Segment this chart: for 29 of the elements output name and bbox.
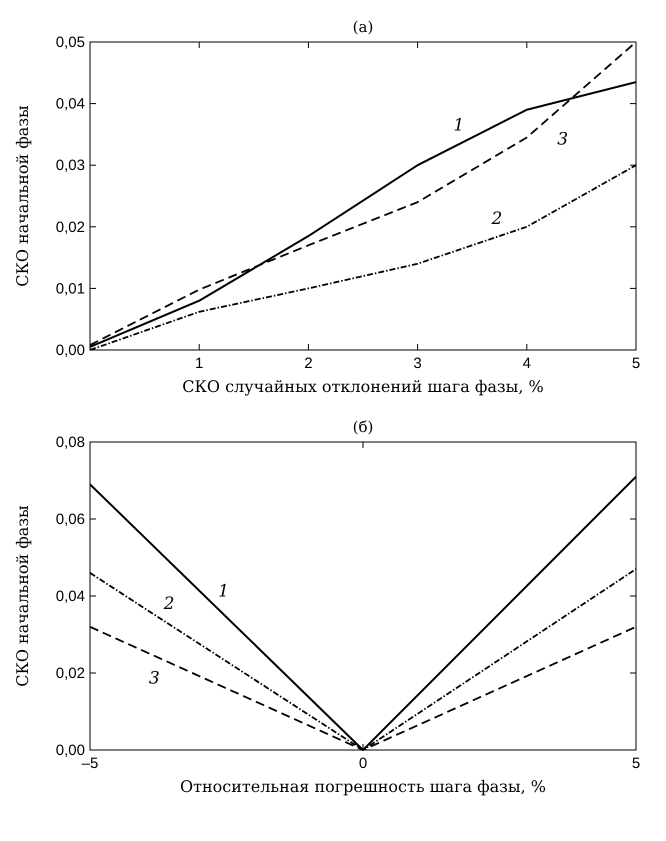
series-label: 1 <box>453 115 464 136</box>
y-tick-label: 0,04 <box>56 588 85 605</box>
y-axis-title: СКО начальной фазы <box>13 104 32 287</box>
series-label: 1 <box>218 582 229 602</box>
series-label: 2 <box>490 209 502 230</box>
x-tick-label: 3 <box>413 355 422 372</box>
y-tick-label: 0,00 <box>56 342 85 359</box>
y-tick-label: 0,05 <box>56 34 85 51</box>
chart-title: (б) <box>352 418 374 436</box>
chart-title: (а) <box>352 18 374 36</box>
series-label: 2 <box>162 594 174 614</box>
y-tick-label: 0,03 <box>56 157 85 174</box>
series-label: 3 <box>148 668 160 689</box>
x-axis-title: Относительная погрешность шага фазы, % <box>180 777 546 796</box>
x-tick-label: 5 <box>632 755 640 772</box>
y-tick-label: 0,06 <box>56 511 85 528</box>
y-tick-label: 0,02 <box>56 665 85 682</box>
y-tick-label: 0,02 <box>56 218 85 236</box>
y-tick-label: 0,04 <box>56 96 85 113</box>
x-tick-label: 0 <box>358 755 368 772</box>
x-tick-label: 4 <box>522 355 531 372</box>
x-tick-label: 2 <box>304 355 313 372</box>
y-tick-label: 0,01 <box>56 280 85 298</box>
x-tick-label: 5 <box>632 355 640 372</box>
series-label: 3 <box>557 129 568 150</box>
y-axis-title: СКО начальной фазы <box>13 504 32 687</box>
x-tick-label: 1 <box>195 355 204 372</box>
x-axis-title: СКО случайных отклонений шага фазы, % <box>182 377 544 396</box>
y-tick-label: 0,08 <box>56 434 85 451</box>
